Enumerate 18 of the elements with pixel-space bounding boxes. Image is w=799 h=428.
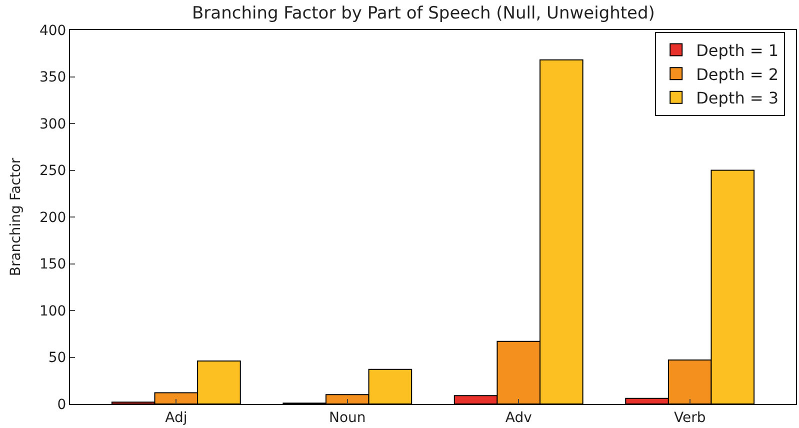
y-tick-label: 200 bbox=[39, 210, 66, 226]
y-axis-title: Branching Factor bbox=[8, 158, 24, 276]
y-tick-label: 300 bbox=[39, 116, 66, 132]
chart-title: Branching Factor by Part of Speech (Null, Unweighted) bbox=[192, 3, 655, 24]
legend-label: Depth = 2 bbox=[696, 64, 779, 84]
x-tick-label: Adv bbox=[505, 410, 532, 426]
y-tick-label: 0 bbox=[57, 396, 66, 413]
x-tick-label: Adj bbox=[165, 410, 188, 426]
y-tick-label: 250 bbox=[39, 163, 66, 180]
y-tick-label: 150 bbox=[39, 256, 66, 273]
y-tick-label: 350 bbox=[39, 70, 66, 86]
y-tick-label: 400 bbox=[39, 22, 66, 39]
x-tick-label: Verb bbox=[674, 410, 706, 426]
legend-label: Depth = 3 bbox=[696, 88, 779, 108]
legend-label: Depth = 1 bbox=[696, 41, 779, 60]
y-tick-label: 100 bbox=[39, 303, 66, 320]
x-tick-label: Noun bbox=[328, 410, 366, 426]
y-tick-label: 50 bbox=[48, 350, 66, 366]
